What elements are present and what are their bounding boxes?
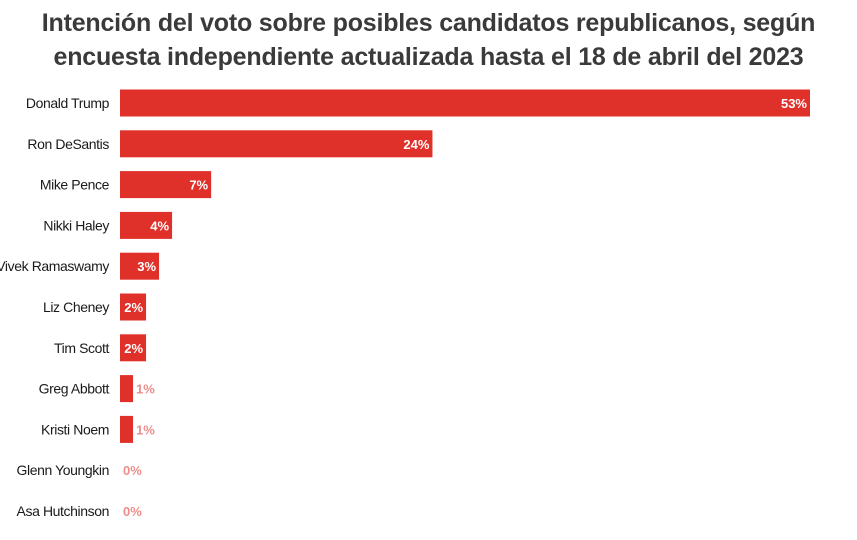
bar: [120, 171, 212, 199]
value-label: 2%: [124, 300, 143, 315]
category-label: Tim Scott: [54, 340, 110, 356]
bar: [120, 211, 173, 239]
value-label: 53%: [781, 96, 807, 111]
category-label: Donald Trump: [26, 95, 110, 111]
bar: [120, 89, 810, 117]
chart-title-line-2: encuesta independiente actualizada hasta…: [53, 43, 804, 71]
value-label: 0%: [123, 463, 142, 478]
value-label: 1%: [136, 422, 155, 437]
bar: [120, 334, 147, 362]
bar: [120, 375, 134, 403]
bar: [120, 415, 134, 443]
category-label: Asa Hutchinson: [17, 503, 109, 519]
value-label: 7%: [189, 178, 208, 193]
category-label: Mike Pence: [40, 177, 110, 193]
chart-title: Intención del voto sobre posibles candid…: [0, 6, 857, 74]
bar: [120, 130, 433, 158]
value-label: 2%: [124, 341, 143, 356]
category-label: Kristi Noem: [41, 421, 109, 437]
bar: [120, 252, 160, 280]
category-labels: Donald Trump Ron DeSantis Mike Pence Nikki …: [0, 95, 110, 519]
value-label: 24%: [403, 137, 429, 152]
category-label: Greg Abbott: [39, 381, 110, 397]
bars: [120, 89, 810, 443]
value-label: 3%: [137, 259, 156, 274]
category-label: Nikki Haley: [43, 217, 109, 233]
value-label: 4%: [150, 218, 169, 233]
value-label: 0%: [123, 504, 142, 519]
category-label: Vivek Ramaswamy: [0, 258, 109, 274]
value-label: 1%: [136, 382, 155, 397]
value-labels: 53% 24% 7% 4% 3% 2% 2% 1% 1% 0% 0%: [123, 96, 807, 519]
category-label: Glenn Youngkin: [17, 462, 110, 478]
category-label: Ron DeSantis: [27, 136, 109, 152]
category-label: Liz Cheney: [43, 299, 109, 315]
bar: [120, 293, 147, 321]
chart-title-line-1: Intención del voto sobre posibles candid…: [41, 9, 816, 37]
